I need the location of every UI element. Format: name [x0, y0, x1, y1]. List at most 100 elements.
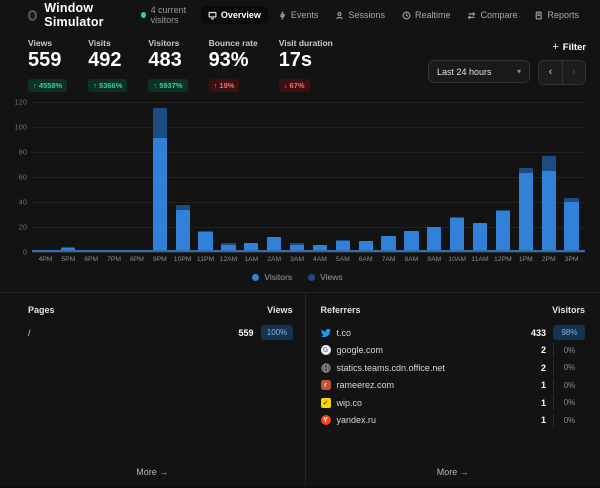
- referrers-title: Referrers: [320, 305, 361, 315]
- chart-bar-11am[interactable]: [469, 102, 492, 252]
- row-percentage: 0%: [553, 377, 585, 393]
- chart-bar-1pm[interactable]: [514, 102, 537, 252]
- stat-views[interactable]: Views 559 ↑ 4558%: [28, 38, 68, 93]
- y-axis-tick: 0: [22, 247, 27, 257]
- chart-bar-11pm[interactable]: [194, 102, 217, 252]
- chart-baseline: [32, 250, 585, 252]
- next-period-button[interactable]: ›: [562, 61, 585, 84]
- x-axis-tick: 1PM: [518, 256, 533, 263]
- chart-bar-4am[interactable]: [309, 102, 332, 252]
- chart-bar-12am[interactable]: [217, 102, 240, 252]
- site-logo-icon: [28, 9, 38, 21]
- tab-sessions[interactable]: Sessions: [328, 6, 392, 24]
- tab-realtime[interactable]: Realtime: [395, 6, 458, 24]
- chart-bar-4pm[interactable]: [34, 102, 57, 252]
- row-percentage: 98%: [553, 325, 585, 341]
- stat-visits[interactable]: Visits 492 ↑ 5366%: [88, 38, 128, 93]
- main-nav: Overview Events Sessions Realtime Compare Rep…: [200, 6, 586, 24]
- tab-events[interactable]: Events: [271, 6, 326, 24]
- stat-value: 492: [88, 49, 122, 71]
- chart-x-axis: 4PM 5PM 6PM 7PM 8PM 9PM 10PM 11PM 12AM 1AM 2AM 3AM 4…: [32, 252, 585, 263]
- chart-bar-2am[interactable]: [263, 102, 286, 252]
- row-percentage: 0%: [553, 360, 585, 376]
- chart-bar-6am[interactable]: [354, 102, 377, 252]
- referrers-more-link[interactable]: More →: [436, 467, 469, 477]
- referrers-value-header: Visitors: [552, 305, 585, 315]
- visitors-bar: [381, 235, 396, 252]
- tab-reports[interactable]: Reports: [527, 6, 586, 24]
- chart-bar-9pm[interactable]: [148, 102, 171, 252]
- stat-visitors[interactable]: Visitors 483 ↑ 5937%: [148, 38, 188, 93]
- arrow-right-icon: →: [459, 467, 469, 477]
- tab-label: Reports: [547, 10, 579, 20]
- prev-period-button[interactable]: ‹: [539, 61, 562, 84]
- chart-bar-7am[interactable]: [377, 102, 400, 252]
- stat-delta-badge: ↑ 4558%: [28, 79, 68, 92]
- referrer-row[interactable]: statics.teams.cdn.office.net 2 0%: [320, 359, 586, 377]
- chart-bar-10pm[interactable]: [171, 102, 194, 252]
- legend-views[interactable]: Views: [308, 272, 343, 282]
- pages-rows: / 559 100%: [28, 324, 293, 342]
- y-axis-tick: 80: [18, 147, 27, 157]
- row-value: 1: [540, 415, 546, 426]
- chart-bar-12pm[interactable]: [492, 102, 515, 252]
- chart-bar-6pm[interactable]: [80, 102, 103, 252]
- row-value: 1: [540, 380, 546, 391]
- row-label: t.co: [336, 327, 352, 338]
- date-pager: ‹ ›: [538, 60, 586, 85]
- chart-bar-10am[interactable]: [446, 102, 469, 252]
- tab-compare[interactable]: Compare: [460, 6, 524, 24]
- legend-visitors[interactable]: Visitors: [252, 272, 292, 282]
- referrer-row[interactable]: ✓ wip.co 1 0%: [320, 394, 586, 412]
- x-axis-tick: 11PM: [196, 256, 215, 263]
- stat-delta-badge: ↓ 67%: [278, 79, 310, 92]
- row-label: /: [28, 327, 31, 338]
- tab-label: Events: [290, 10, 319, 20]
- visitors-bar: [175, 209, 190, 252]
- stat-delta-badge: ↑ 5366%: [88, 79, 128, 92]
- x-axis-tick: 6AM: [358, 256, 373, 263]
- visitors-bar: [152, 138, 167, 252]
- visitors-bar: [289, 244, 305, 252]
- tab-overview[interactable]: Overview: [200, 6, 268, 24]
- pages-value-header: Views: [267, 305, 293, 315]
- chart-bar-9am[interactable]: [423, 102, 446, 252]
- x-axis-tick: 8PM: [129, 256, 144, 263]
- stat-visit-duration[interactable]: Visit duration 17s ↓ 67%: [278, 38, 333, 93]
- tab-label: Sessions: [348, 10, 385, 20]
- chart-bar-3am[interactable]: [286, 102, 309, 252]
- row-value: 2: [540, 345, 546, 356]
- chart-bar-2pm[interactable]: [537, 102, 560, 252]
- filter-button[interactable]: + Filter: [552, 41, 586, 53]
- referrer-row[interactable]: r rameerez.com 1 0%: [320, 377, 586, 395]
- x-axis-tick: 12PM: [494, 256, 512, 263]
- date-range-select[interactable]: Last 24 hours ▾: [428, 60, 530, 83]
- chart-bar-3pm[interactable]: [560, 102, 583, 252]
- x-axis-tick: 7PM: [107, 256, 122, 263]
- chart-bar-1am[interactable]: [240, 102, 263, 252]
- referrer-row[interactable]: t.co 433 98%: [320, 324, 585, 342]
- chart-bar-8pm[interactable]: [126, 102, 149, 252]
- chart-bar-5am[interactable]: [331, 102, 354, 252]
- pages-more-link[interactable]: More →: [136, 467, 169, 477]
- visitors-bar: [198, 232, 213, 252]
- legend-dot-icon: [252, 273, 260, 281]
- chart-bar-5pm[interactable]: [57, 102, 80, 252]
- chart-bar-8am[interactable]: [400, 102, 423, 252]
- visitors-bar: [312, 244, 328, 252]
- stat-label: Visits: [88, 38, 111, 48]
- google-icon: G: [320, 345, 331, 356]
- breakdown-panels: Pages Views / 559 100% More → Referrers Vi…: [0, 292, 600, 486]
- tab-label: Compare: [480, 10, 518, 20]
- x-axis-tick: 4AM: [312, 256, 327, 263]
- x-axis-tick: 10AM: [448, 256, 467, 263]
- current-visitors-link[interactable]: 4 current visitors: [141, 5, 201, 25]
- x-axis-tick: 1AM: [244, 256, 259, 263]
- stat-bounce-rate[interactable]: Bounce rate 93% ↑ 19%: [208, 38, 258, 93]
- chart-bar-7pm[interactable]: [103, 102, 126, 252]
- page-row[interactable]: / 559 100%: [28, 324, 293, 342]
- window-bottom-edge: [0, 486, 600, 488]
